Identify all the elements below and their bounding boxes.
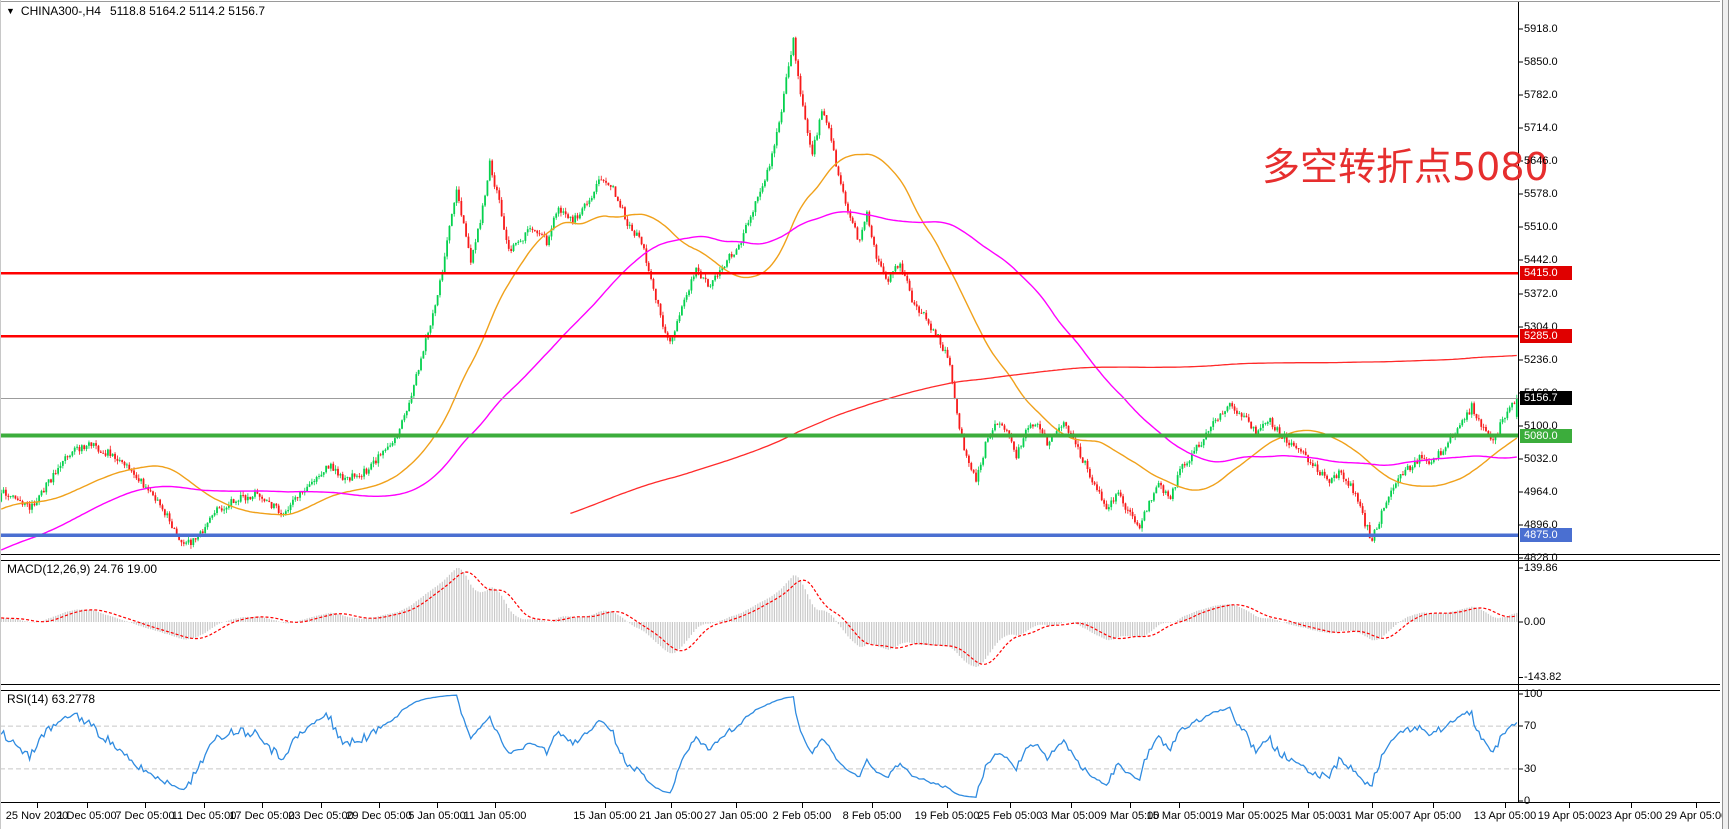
window-right-edge-scrollbar[interactable]: [1722, 0, 1729, 829]
macd-tick-label: 0.00: [1524, 616, 1546, 628]
date-tick-label: 1 Dec 05:00: [57, 810, 117, 822]
price-tick-label: 4828.0: [1524, 552, 1558, 564]
date-tick-label: 8 Feb 05:00: [842, 810, 902, 822]
price-tick-label: 5578.0: [1524, 188, 1558, 200]
date-tick-label: 17 Dec 05:00: [229, 810, 295, 822]
rsi-tick-label: 0: [1524, 795, 1531, 807]
price-tick-label: 5714.0: [1524, 122, 1558, 134]
date-tick-label: 15 Jan 05:00: [573, 810, 637, 822]
price-tick-label: 5236.0: [1524, 354, 1558, 366]
date-tick-label: 29 Dec 05:00: [346, 810, 412, 822]
price-tick-label: 5850.0: [1524, 56, 1558, 68]
price-tick-label: 5918.0: [1524, 23, 1558, 35]
date-tick-label: 23 Dec 05:00: [288, 810, 354, 822]
price-line-badge: 5080.0: [1520, 429, 1572, 443]
date-tick-label: 25 Nov 2020: [5, 810, 69, 822]
date-tick-label: 19 Apr 05:00: [1537, 810, 1601, 822]
rsi-tick-label: 30: [1524, 763, 1537, 775]
date-tick-label: 25 Feb 05:00: [977, 810, 1043, 822]
annotation-text: 多空转折点5080: [1262, 145, 1549, 189]
rsi-indicator-label: RSI(14) 63.2778: [7, 692, 96, 706]
price-tick-label: 5510.0: [1524, 221, 1558, 233]
date-tick-label: 7 Dec 05:00: [115, 810, 175, 822]
ohlc-values: 5118.8 5164.2 5114.2 5156.7: [109, 4, 265, 18]
price-tick-label: 5442.0: [1524, 254, 1558, 266]
price-line-badge: 5156.7: [1520, 391, 1572, 405]
date-tick-label: 3 Mar 05:00: [1041, 810, 1101, 822]
date-tick-label: 15 Mar 05:00: [1146, 810, 1212, 822]
macd-tick-label: 139.86: [1524, 562, 1558, 574]
date-tick-label: 11 Dec 05:00: [171, 810, 237, 822]
date-tick-label: 25 Mar 05:00: [1275, 810, 1341, 822]
symbol-dropdown-icon[interactable]: ▼: [6, 6, 15, 16]
price-line-badge: 4875.0: [1520, 528, 1572, 542]
date-tick-label: 11 Jan 05:00: [463, 810, 527, 822]
date-tick-label: 19 Mar 05:00: [1210, 810, 1276, 822]
price-line-badge: 5415.0: [1520, 266, 1572, 280]
price-tick-label: 5032.0: [1524, 453, 1558, 465]
date-tick-label: 19 Feb 05:00: [914, 810, 980, 822]
price-tick-label: 4964.0: [1524, 486, 1558, 498]
rsi-tick-label: 100: [1524, 688, 1543, 700]
date-tick-label: 13 Apr 05:00: [1473, 810, 1537, 822]
date-tick-label: 7 Apr 05:00: [1404, 810, 1462, 822]
rsi-tick-label: 70: [1524, 720, 1537, 732]
date-tick-label: 31 Mar 05:00: [1339, 810, 1405, 822]
price-tick-label: 5372.0: [1524, 288, 1558, 300]
date-tick-label: 23 Apr 05:00: [1599, 810, 1663, 822]
date-tick-label: 21 Jan 05:00: [639, 810, 703, 822]
ohlc-header: ▼ CHINA300-,H4 5118.8 5164.2 5114.2 5156.7: [6, 4, 265, 18]
price-tick-label: 5646.0: [1524, 155, 1558, 167]
macd-indicator-label: MACD(12,26,9) 24.76 19.00: [7, 562, 158, 576]
price-line-badge: 5285.0: [1520, 329, 1572, 343]
price-tick-label: 5782.0: [1524, 89, 1558, 101]
date-tick-label: 27 Jan 05:00: [704, 810, 768, 822]
date-tick-label: 2 Feb 05:00: [772, 810, 832, 822]
macd-tick-label: -143.82: [1524, 671, 1562, 683]
date-tick-label: 29 Apr 05:00: [1664, 810, 1728, 822]
symbol-timeframe-label: CHINA300-,H4: [20, 4, 101, 18]
date-tick-label: 5 Jan 05:00: [408, 810, 466, 822]
date-tick-label: 9 Mar 05:00: [1100, 810, 1160, 822]
